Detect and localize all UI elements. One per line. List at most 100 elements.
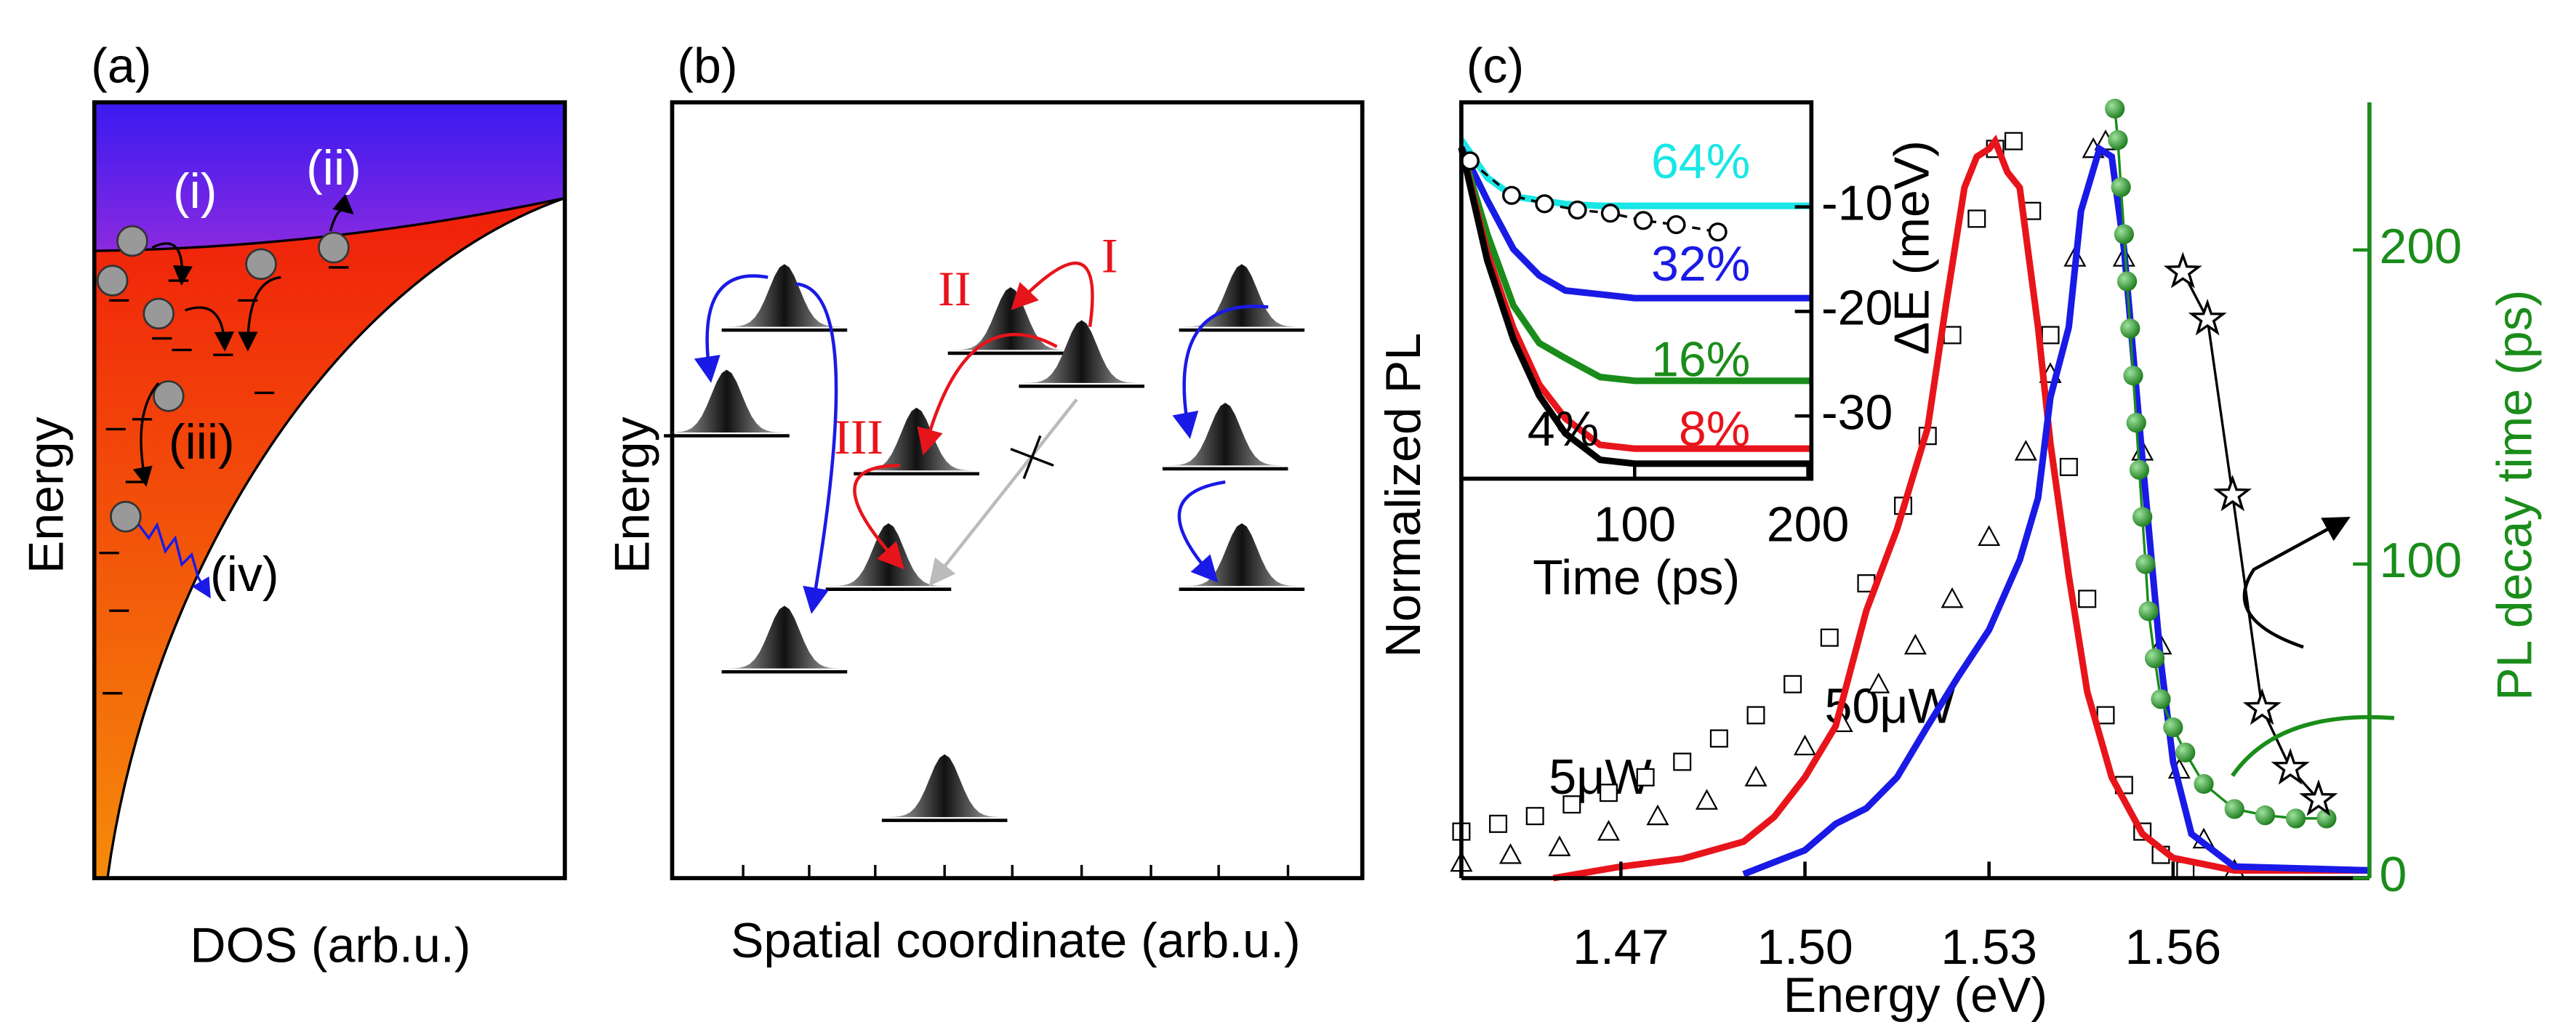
x-tick-label: 1.50 [1757,920,1853,975]
panel-label: (b) [677,38,737,93]
marker [2135,554,2156,574]
panel-label: (c) [1466,38,1524,93]
marker [2242,688,2282,725]
annotation: (ii) [306,140,361,196]
marker [2255,805,2276,826]
carrier [110,500,142,533]
transition-arrow [238,275,281,352]
marker [2163,717,2183,738]
carrier [116,225,148,257]
carrier [245,248,277,281]
series-label: 16% [1651,332,1750,387]
series-label: 32% [1651,236,1750,291]
marker [2108,130,2128,150]
marker [2163,252,2202,289]
marker [1460,151,1480,171]
transition-arrow [151,242,193,286]
x-tick-label: 200 [1767,497,1850,552]
marker [1666,215,1686,235]
marker [1568,200,1587,220]
marker [2105,98,2125,119]
marker [2213,475,2252,512]
y2-label: ΔE (meV) [1884,140,1939,355]
series-line [1458,146,1812,385]
marker [1646,804,1669,826]
marker [1867,672,1890,693]
carrier [153,380,185,412]
hop-arrow [928,398,1078,587]
marker [2111,177,2131,198]
marker [1793,734,1817,756]
marker [2120,318,2140,339]
marker [1783,675,1802,693]
gaussian-state [1182,264,1301,327]
marker [2194,773,2214,794]
gaussian-state [1165,403,1285,466]
y2-tick-label: 100 [2380,533,2463,588]
pointer-arrow [2231,715,2395,777]
marker [1597,820,1621,841]
marker [2123,366,2143,386]
x-label: Time (ps) [1533,550,1740,605]
x-tick-label: 1.53 [1941,920,2037,975]
marker [1709,729,1728,748]
marker [1695,789,1719,810]
marker [1636,768,1655,786]
annotation: (i) [173,164,217,219]
marker [2004,132,2023,150]
inset-background [1461,102,1812,479]
marker [1600,204,1620,223]
series-line [1552,134,2370,882]
marker [2078,590,2097,608]
marker [1525,807,1544,826]
panel-a-frame [92,100,567,880]
hop-arrow [795,282,838,614]
panel-label: (a) [91,38,151,93]
hop-arrow [694,274,769,383]
x-label: DOS (arb.u.) [190,918,470,973]
marker [2129,459,2150,480]
hop-arrow [1177,480,1226,583]
annotation: I [1102,228,1118,283]
gaussian-state [725,605,844,669]
hop-arrow [1011,261,1094,327]
marker [1634,211,1653,230]
gaussian-state [885,754,1004,818]
inset-frame [1459,100,1814,481]
annotation: (iv) [210,547,279,602]
marker [1599,784,1618,802]
x-tick-label: 1.56 [2125,920,2222,975]
x-label: Spatial coordinate (arb.u.) [731,913,1301,968]
marker [2014,440,2037,461]
series-label: 8% [1679,401,1750,456]
carrier [96,265,129,297]
marker [1744,765,1768,786]
series-label: 4% [1528,401,1599,456]
marker [2151,689,2171,709]
y-label: Energy [605,417,660,574]
marker [1489,814,1508,833]
gaussian-state [667,369,787,432]
radiative-decay [137,522,211,599]
marker [2175,742,2196,763]
marker [2144,648,2165,669]
y2-tick-label: -30 [1821,385,1893,440]
band-tail-upper [94,102,565,252]
y2-tick-label: 0 [2380,847,2407,902]
series-line [2181,271,2320,801]
y2-label: PL decay time (ps) [2487,290,2542,701]
marker [2132,507,2153,527]
marker [2188,299,2227,336]
gaussian-state [856,407,976,471]
y-label: Energy [18,417,73,574]
hop-arrow [853,464,904,570]
y2-tick-label: -10 [1821,176,1893,231]
marker [2114,224,2134,244]
gaussian-state [829,523,948,587]
marker [2059,457,2078,476]
gaussian-state [725,264,844,327]
gaussian-state [1182,523,1301,587]
series-line [1458,146,1812,302]
transition-arrow [132,382,160,487]
marker [1535,194,1554,214]
